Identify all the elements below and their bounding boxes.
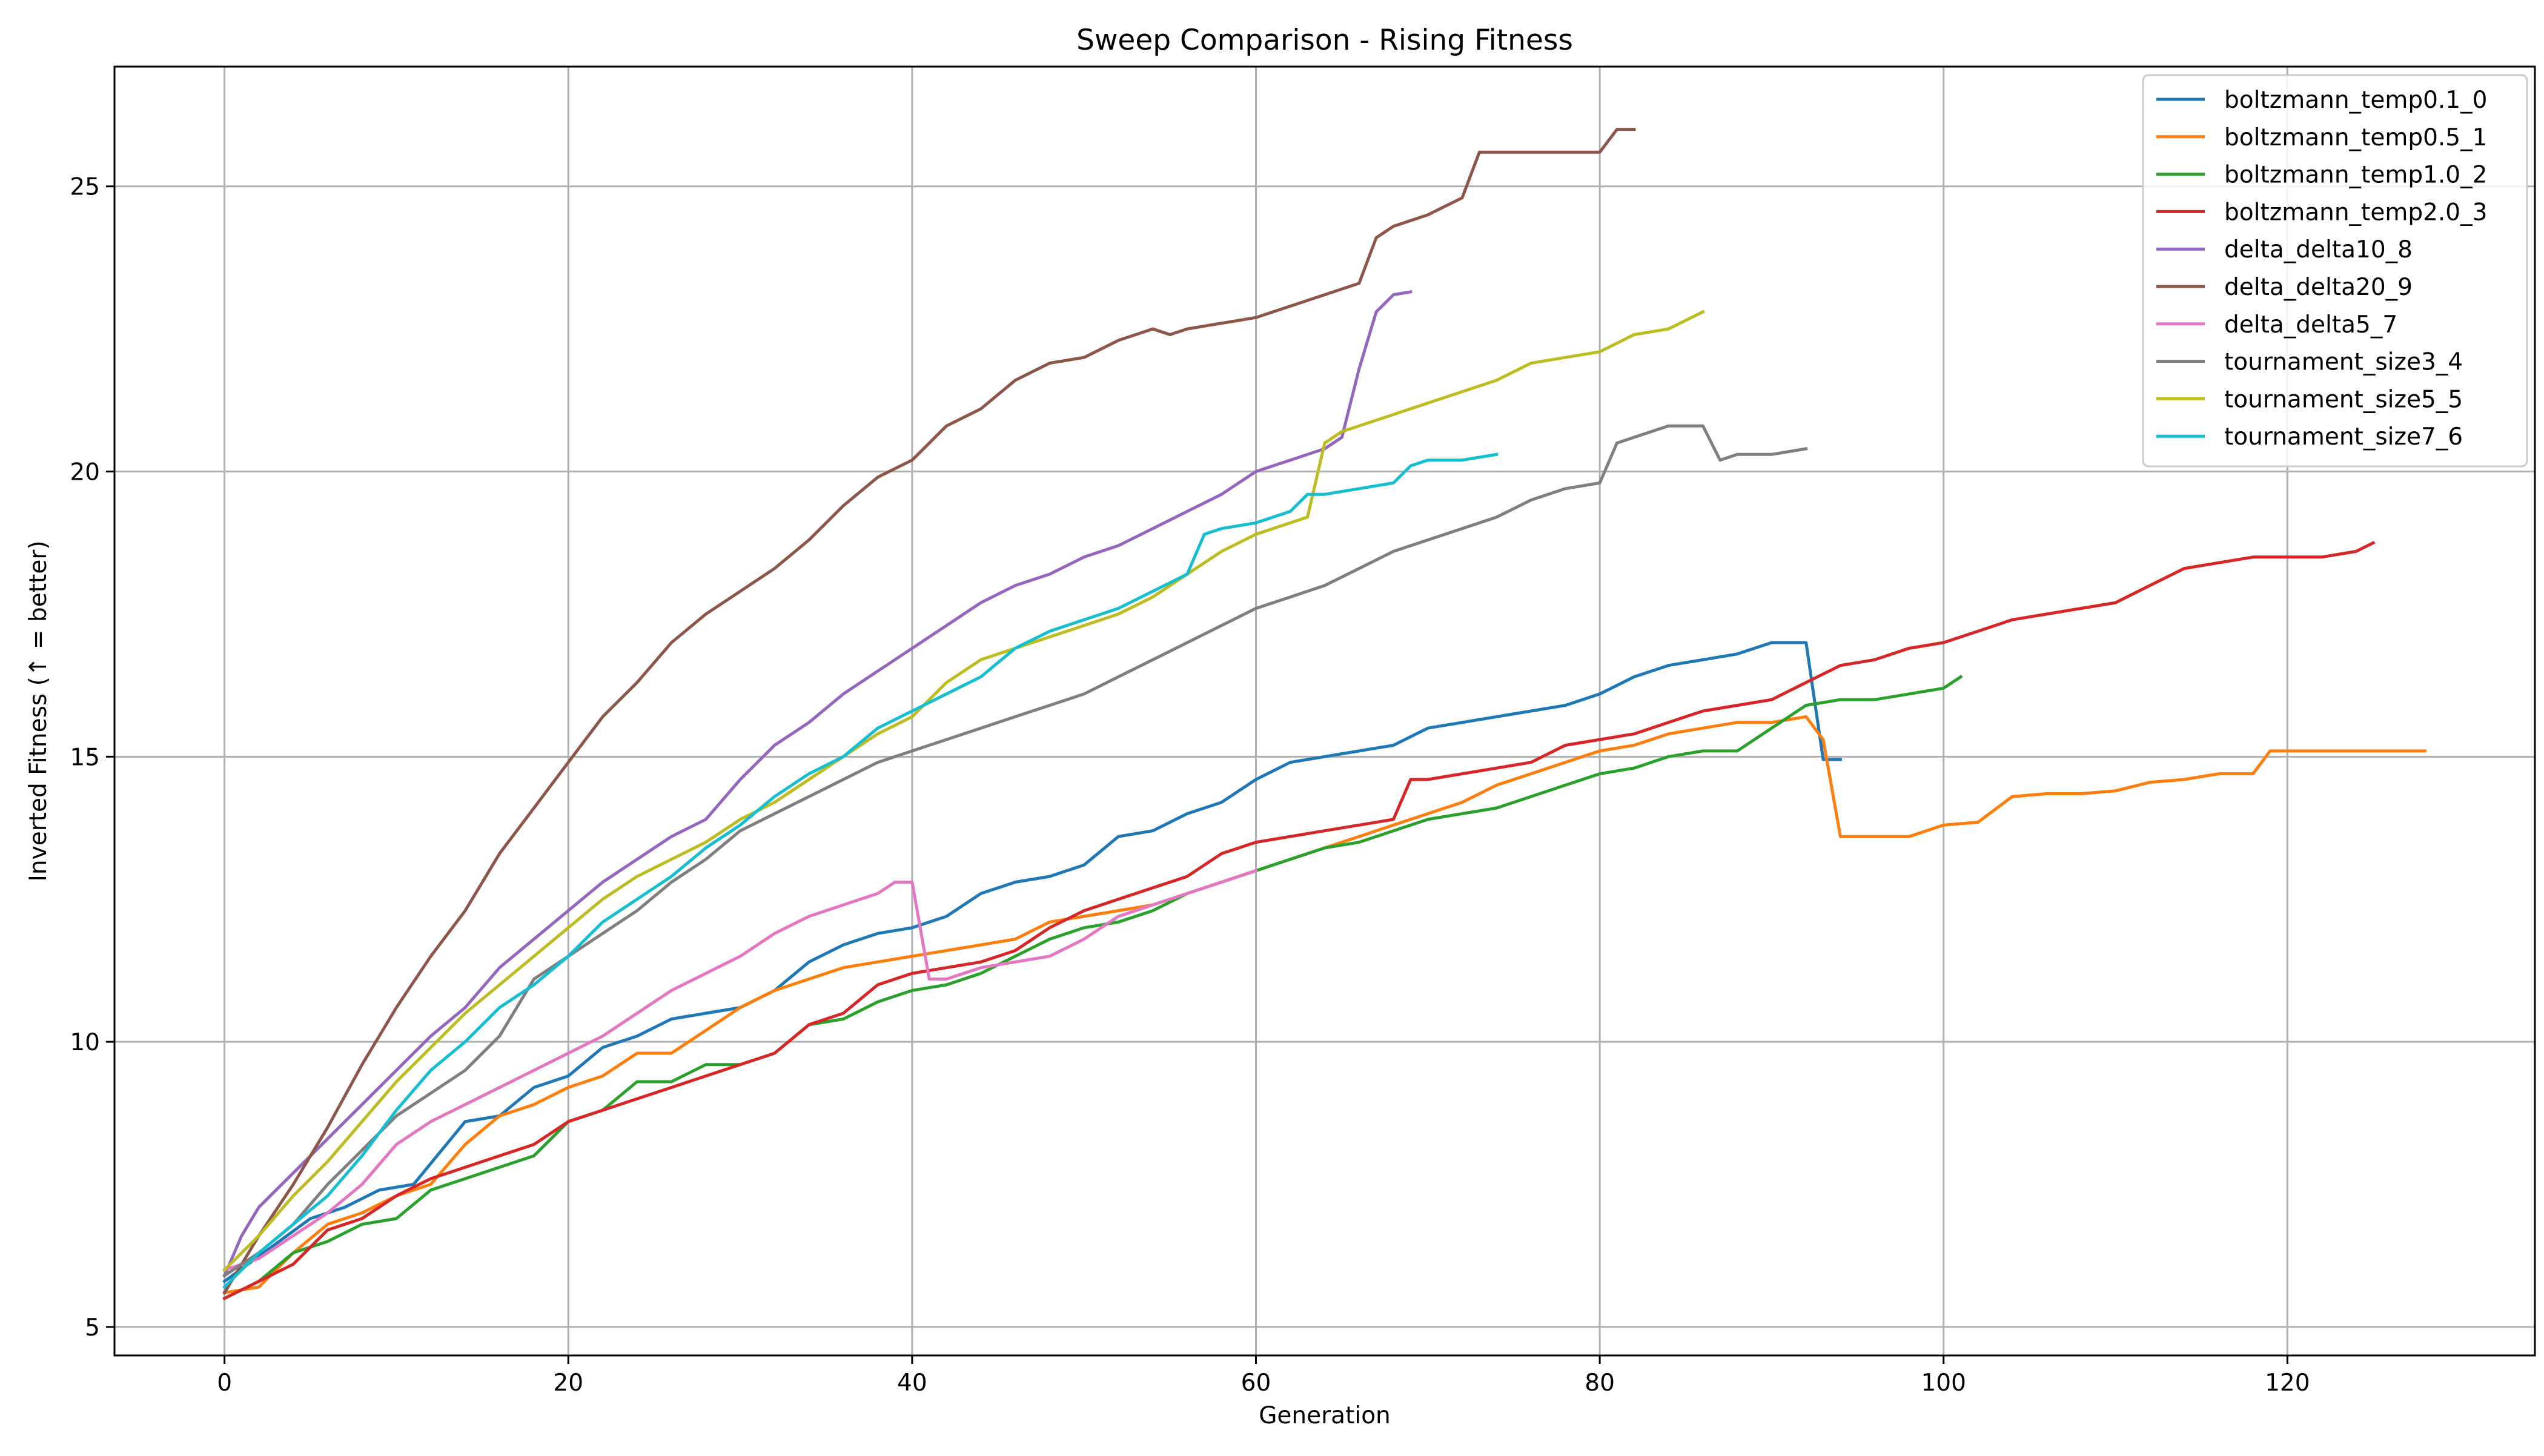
y-tick-label: 15 <box>70 744 100 771</box>
x-tick-label: 20 <box>553 1369 583 1397</box>
x-tick-label: 80 <box>1585 1369 1615 1397</box>
legend-label: boltzmann_temp0.5_1 <box>2224 124 2487 151</box>
x-tick-label: 60 <box>1241 1369 1271 1397</box>
x-tick-label: 120 <box>2265 1369 2310 1397</box>
series-line-boltzmann_temp0.1_0 <box>222 641 1842 1284</box>
series-line-tournament_size7_6 <box>222 452 1499 1289</box>
legend-label: tournament_size5_5 <box>2224 386 2463 413</box>
legend-label: tournament_size7_6 <box>2224 423 2463 451</box>
series-line-boltzmann_temp0.5_1 <box>222 715 2426 1295</box>
y-tick-label: 5 <box>85 1314 100 1342</box>
legend-label: boltzmann_temp1.0_2 <box>2224 162 2487 189</box>
plot-frame <box>113 65 2536 1357</box>
ticks: 0 20 40 60 80 100 120 5 10 15 20 25 <box>70 174 2310 1397</box>
legend-label: boltzmann_temp2.0_3 <box>2224 199 2487 226</box>
legend-box <box>2142 74 2528 468</box>
y-tick-label: 10 <box>70 1029 100 1056</box>
x-tick-label: 100 <box>1921 1369 1966 1397</box>
series-line-delta_delta20_9 <box>222 128 1636 1295</box>
legend-label: delta_delta20_9 <box>2224 274 2413 301</box>
x-tick-label: 40 <box>897 1369 927 1397</box>
series-line-delta_delta10_8 <box>222 290 1413 1278</box>
series-group <box>222 128 2426 1301</box>
chart-title: Sweep Comparison - Rising Fitness <box>1076 24 1573 57</box>
y-tick-label: 25 <box>70 174 100 201</box>
series-line-boltzmann_temp2.0_3 <box>222 540 2376 1301</box>
y-axis-label: Inverted Fitness (↑ = better) <box>25 540 52 881</box>
legend: boltzmann_temp0.1_0 boltzmann_temp0.5_1bo… <box>2142 74 2528 468</box>
series-line-tournament_size3_4 <box>222 424 1808 1278</box>
legend-label: delta_delta10_8 <box>2224 236 2413 263</box>
series-line-delta_delta5_7 <box>222 869 1258 1272</box>
x-tick-label: 0 <box>217 1369 232 1397</box>
x-axis-label: Generation <box>1259 1402 1391 1429</box>
series-line-boltzmann_temp1.0_2 <box>222 675 1963 1301</box>
legend-label: tournament_size3_4 <box>2224 349 2463 376</box>
series-line-tournament_size5_5 <box>222 309 1705 1272</box>
legend-label: delta_delta5_7 <box>2224 311 2397 339</box>
y-tick-label: 20 <box>70 459 100 486</box>
legend-label: boltzmann_temp0.1_0 <box>2224 87 2487 114</box>
